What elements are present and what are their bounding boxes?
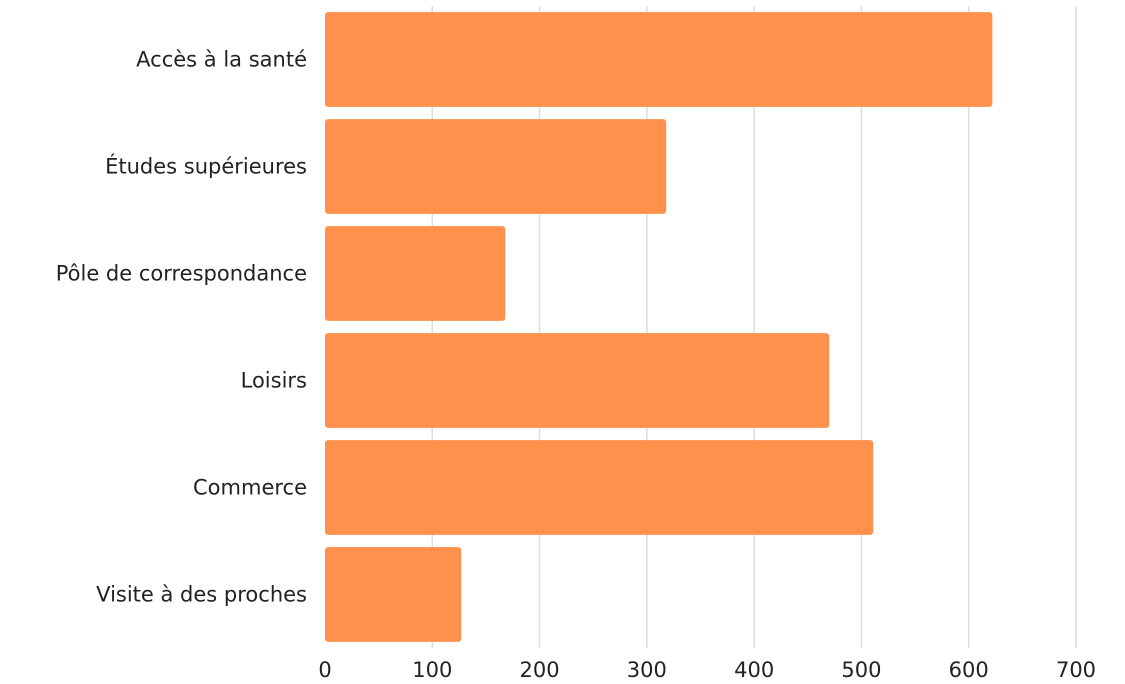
x-tick-label: 400 — [734, 658, 774, 682]
x-tick-label: 300 — [627, 658, 667, 682]
x-tick-label: 200 — [520, 658, 560, 682]
category-label: Études supérieures — [105, 154, 307, 179]
x-tick-label: 600 — [949, 658, 989, 682]
bar — [325, 333, 830, 428]
x-tick-label: 500 — [841, 658, 881, 682]
x-tick-label: 100 — [412, 658, 452, 682]
category-label: Loisirs — [241, 369, 307, 393]
x-tick-label: 0 — [318, 658, 331, 682]
category-label: Commerce — [193, 476, 307, 500]
x-tick-label: 700 — [1056, 658, 1096, 682]
gridlines — [431, 6, 1077, 648]
category-label: Visite à des proches — [96, 583, 307, 607]
x-tick-labels: 0 100 200 300 400 500 600 700 — [318, 658, 1096, 682]
bar — [325, 440, 874, 535]
category-labels: Accès à la santé Études supérieures Pôle d… — [56, 48, 307, 607]
bar — [325, 12, 993, 107]
bars — [325, 12, 993, 642]
bar — [325, 547, 462, 642]
category-label: Accès à la santé — [136, 48, 307, 72]
bar — [325, 226, 506, 321]
category-label: Pôle de correspondance — [56, 262, 307, 286]
bar — [325, 119, 667, 214]
